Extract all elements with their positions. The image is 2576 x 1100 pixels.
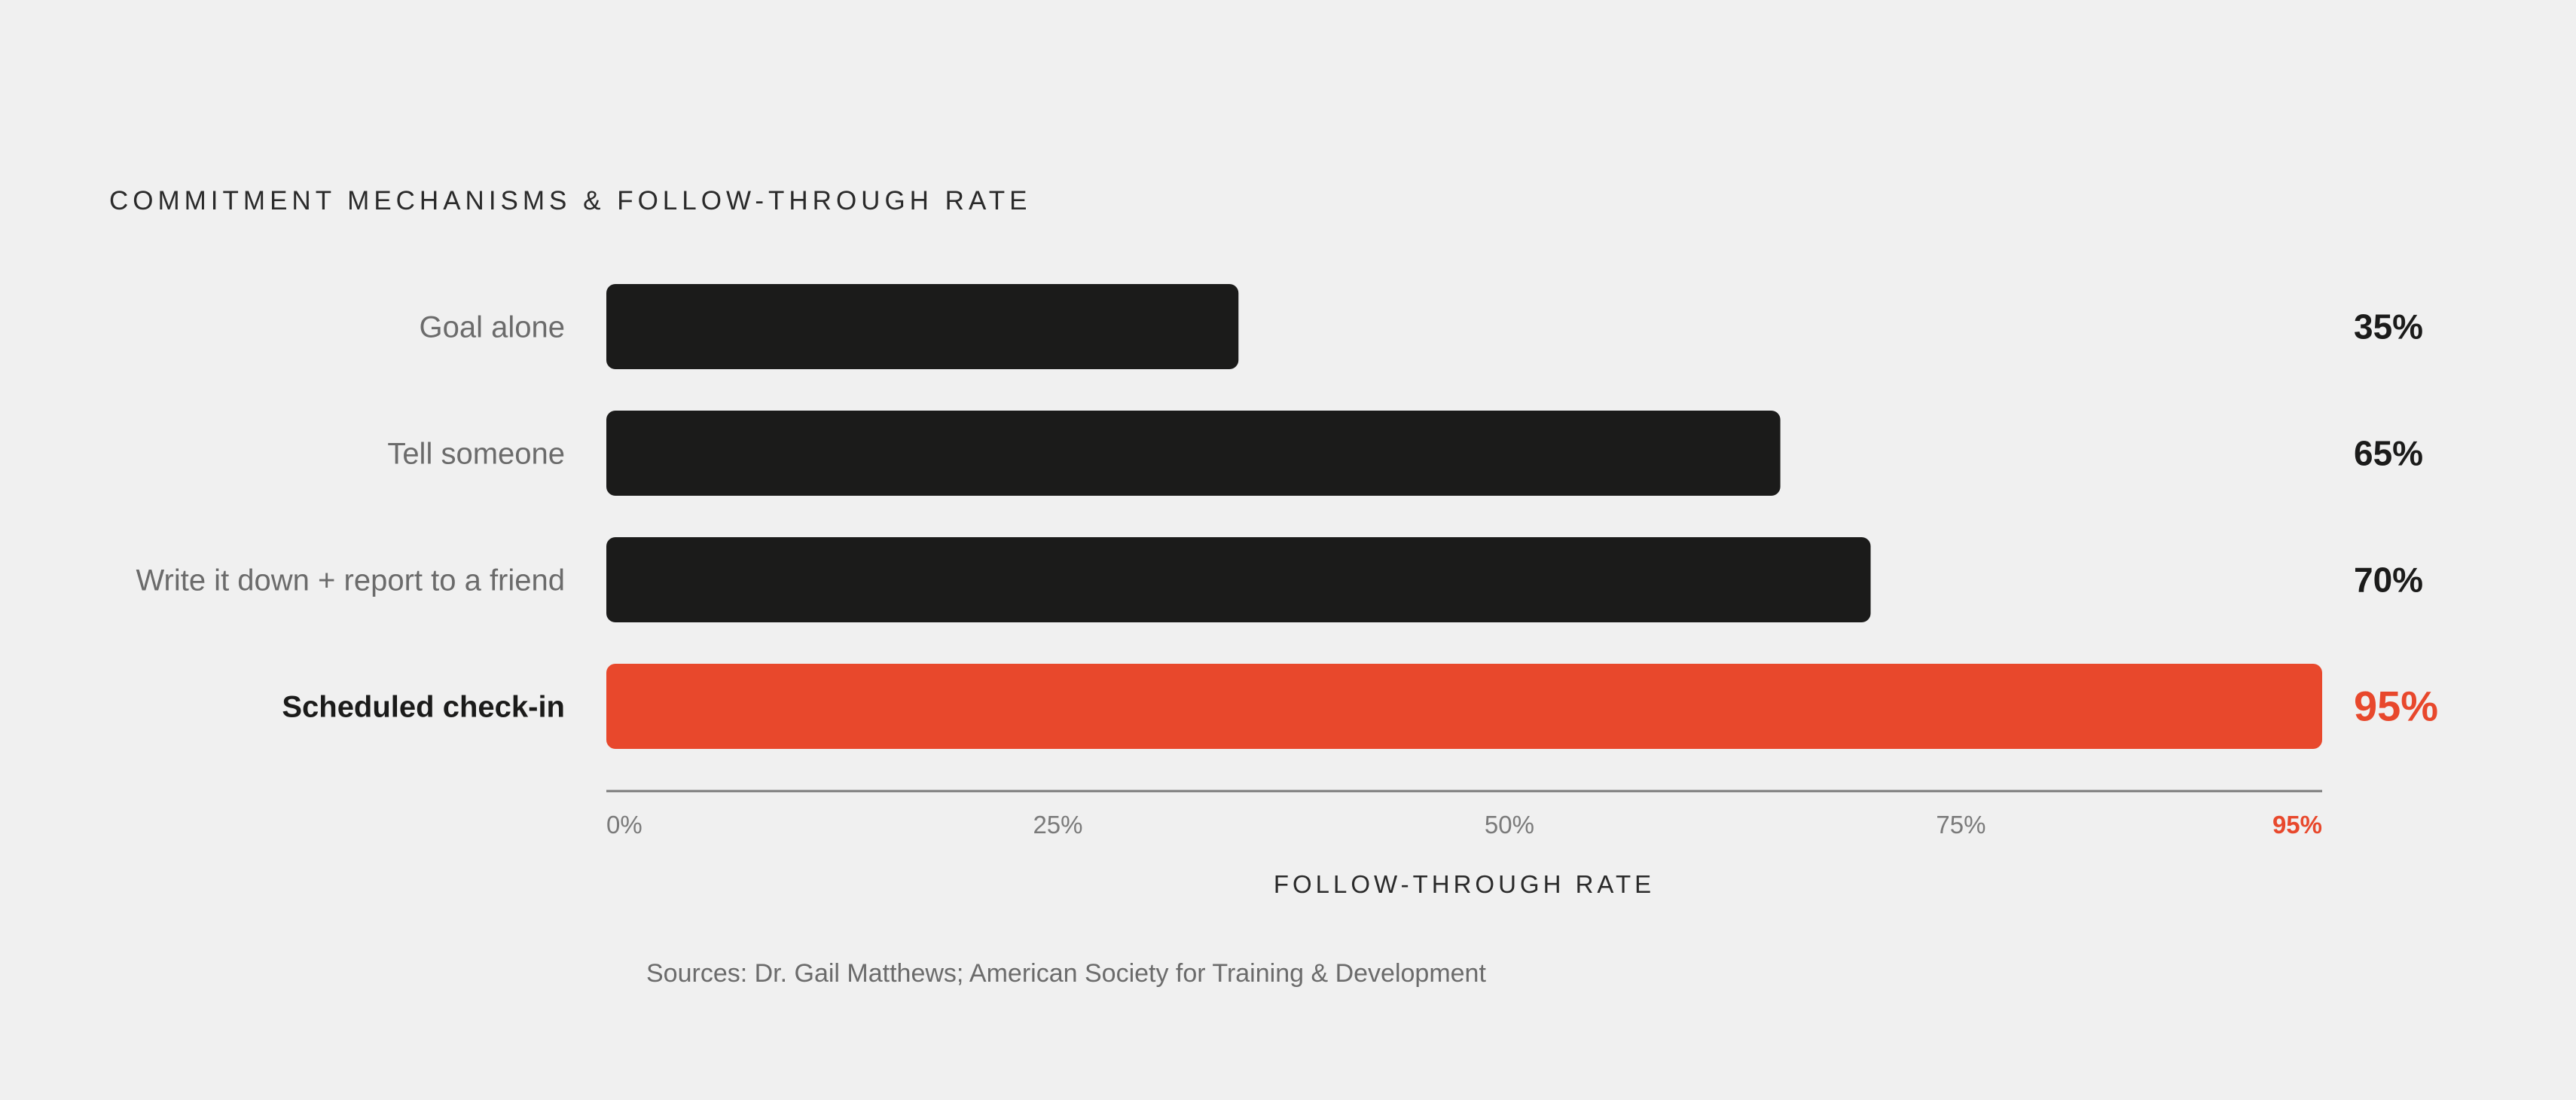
- category-label: Scheduled check-in: [282, 691, 565, 724]
- bar-row: Goal alone 35%: [420, 284, 2423, 369]
- category-label: Goal alone: [420, 311, 565, 344]
- x-tick-label: 50%: [1485, 811, 1534, 839]
- category-label: Tell someone: [387, 438, 565, 471]
- category-label: Write it down + report to a friend: [136, 564, 565, 597]
- x-tick-label: 25%: [1033, 811, 1082, 839]
- value-label: 95%: [2354, 683, 2438, 730]
- value-label: 65%: [2354, 434, 2423, 473]
- x-tick-label: 95%: [2272, 811, 2322, 839]
- x-axis-title: FOLLOW-THROUGH RATE: [1274, 870, 1655, 898]
- bar: [606, 411, 1781, 496]
- x-tick-label: 0%: [606, 811, 642, 839]
- source-note: Sources: Dr. Gail Matthews; American Soc…: [646, 959, 1486, 988]
- bar: [606, 284, 1239, 369]
- bar-highlighted: [606, 664, 2322, 749]
- bar: [606, 537, 1871, 622]
- x-tick-labels: 0% 25% 50% 75% 95%: [606, 811, 2322, 839]
- bar-row: Scheduled check-in 95%: [282, 664, 2438, 749]
- value-label: 35%: [2354, 307, 2423, 347]
- value-label: 70%: [2354, 561, 2423, 600]
- chart-title: COMMITMENT MECHANISMS & FOLLOW-THROUGH R…: [109, 186, 1031, 215]
- x-tick-label: 75%: [1936, 811, 1985, 839]
- bar-row: Write it down + report to a friend 70%: [136, 537, 2423, 622]
- bars-layer: Goal alone 35% Tell someone 65% Write it dow…: [136, 284, 2438, 749]
- bar-row: Tell someone 65%: [387, 411, 2423, 496]
